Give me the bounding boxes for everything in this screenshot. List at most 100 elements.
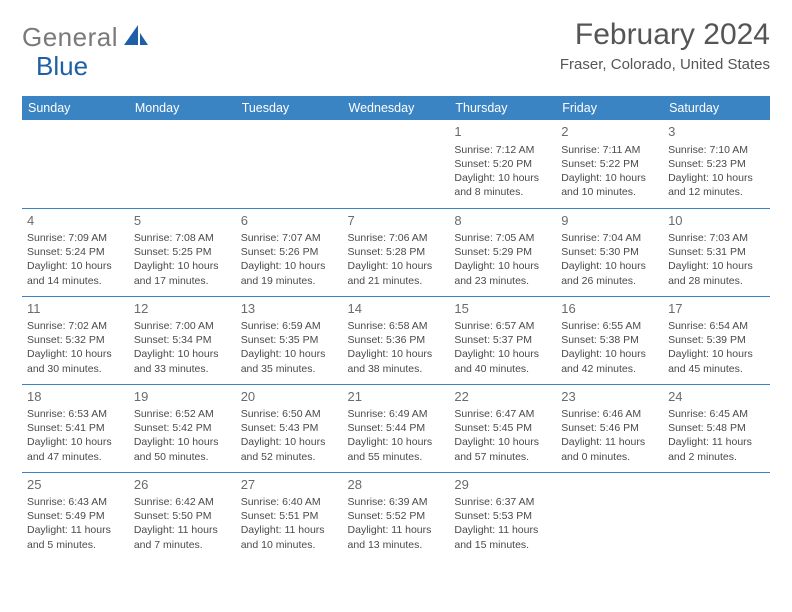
calendar-day-cell: 24Sunrise: 6:45 AMSunset: 5:48 PMDayligh… (663, 384, 770, 472)
daylight-text: Daylight: 11 hours (27, 523, 124, 537)
calendar-day-cell: 9Sunrise: 7:04 AMSunset: 5:30 PMDaylight… (556, 208, 663, 296)
daylight-text: and 57 minutes. (454, 450, 551, 464)
daylight-text: and 10 minutes. (561, 185, 658, 199)
daylight-text: Daylight: 10 hours (27, 435, 124, 449)
calendar-day-cell: 16Sunrise: 6:55 AMSunset: 5:38 PMDayligh… (556, 296, 663, 384)
sunrise-text: Sunrise: 6:50 AM (241, 407, 338, 421)
calendar-day-cell: 10Sunrise: 7:03 AMSunset: 5:31 PMDayligh… (663, 208, 770, 296)
calendar-day-cell: 11Sunrise: 7:02 AMSunset: 5:32 PMDayligh… (22, 296, 129, 384)
sunset-text: Sunset: 5:31 PM (668, 245, 765, 259)
day-number: 8 (454, 212, 551, 230)
calendar-body: 1Sunrise: 7:12 AMSunset: 5:20 PMDaylight… (22, 120, 770, 560)
calendar-day-cell: 27Sunrise: 6:40 AMSunset: 5:51 PMDayligh… (236, 472, 343, 560)
logo-sail-icon (124, 23, 150, 52)
calendar-empty-cell (22, 120, 129, 208)
logo-text-general: General (22, 22, 118, 53)
daylight-text: and 55 minutes. (348, 450, 445, 464)
month-title: February 2024 (560, 18, 770, 52)
sunset-text: Sunset: 5:28 PM (348, 245, 445, 259)
daylight-text: and 12 minutes. (668, 185, 765, 199)
calendar-day-cell: 23Sunrise: 6:46 AMSunset: 5:46 PMDayligh… (556, 384, 663, 472)
day-number: 28 (348, 476, 445, 494)
daylight-text: Daylight: 10 hours (668, 347, 765, 361)
calendar-day-cell: 6Sunrise: 7:07 AMSunset: 5:26 PMDaylight… (236, 208, 343, 296)
day-number: 5 (134, 212, 231, 230)
day-number: 14 (348, 300, 445, 318)
calendar-day-cell: 15Sunrise: 6:57 AMSunset: 5:37 PMDayligh… (449, 296, 556, 384)
sunrise-text: Sunrise: 6:55 AM (561, 319, 658, 333)
sunrise-text: Sunrise: 7:09 AM (27, 231, 124, 245)
sunrise-text: Sunrise: 7:06 AM (348, 231, 445, 245)
sunrise-text: Sunrise: 6:40 AM (241, 495, 338, 509)
calendar-day-cell: 29Sunrise: 6:37 AMSunset: 5:53 PMDayligh… (449, 472, 556, 560)
sunset-text: Sunset: 5:41 PM (27, 421, 124, 435)
daylight-text: and 42 minutes. (561, 362, 658, 376)
daylight-text: and 13 minutes. (348, 538, 445, 552)
sunrise-text: Sunrise: 7:05 AM (454, 231, 551, 245)
sunrise-text: Sunrise: 7:10 AM (668, 143, 765, 157)
sunset-text: Sunset: 5:50 PM (134, 509, 231, 523)
day-number: 22 (454, 388, 551, 406)
day-number: 7 (348, 212, 445, 230)
calendar-week-row: 25Sunrise: 6:43 AMSunset: 5:49 PMDayligh… (22, 472, 770, 560)
sunset-text: Sunset: 5:34 PM (134, 333, 231, 347)
weekday-header: Tuesday (236, 96, 343, 120)
day-number: 1 (454, 123, 551, 141)
daylight-text: Daylight: 11 hours (561, 435, 658, 449)
calendar-empty-cell (663, 472, 770, 560)
title-block: February 2024 Fraser, Colorado, United S… (560, 18, 770, 73)
day-number: 9 (561, 212, 658, 230)
daylight-text: and 23 minutes. (454, 274, 551, 288)
calendar-day-cell: 20Sunrise: 6:50 AMSunset: 5:43 PMDayligh… (236, 384, 343, 472)
daylight-text: and 50 minutes. (134, 450, 231, 464)
sunset-text: Sunset: 5:43 PM (241, 421, 338, 435)
daylight-text: Daylight: 11 hours (241, 523, 338, 537)
brand-logo: General (22, 18, 152, 53)
sunrise-text: Sunrise: 6:42 AM (134, 495, 231, 509)
weekday-header: Monday (129, 96, 236, 120)
day-number: 19 (134, 388, 231, 406)
sunrise-text: Sunrise: 7:02 AM (27, 319, 124, 333)
daylight-text: Daylight: 10 hours (454, 259, 551, 273)
calendar-week-row: 1Sunrise: 7:12 AMSunset: 5:20 PMDaylight… (22, 120, 770, 208)
daylight-text: and 15 minutes. (454, 538, 551, 552)
sunset-text: Sunset: 5:53 PM (454, 509, 551, 523)
daylight-text: and 7 minutes. (134, 538, 231, 552)
sunset-text: Sunset: 5:26 PM (241, 245, 338, 259)
weekday-header: Thursday (449, 96, 556, 120)
sunrise-text: Sunrise: 7:12 AM (454, 143, 551, 157)
sunset-text: Sunset: 5:46 PM (561, 421, 658, 435)
sunset-text: Sunset: 5:24 PM (27, 245, 124, 259)
daylight-text: and 35 minutes. (241, 362, 338, 376)
daylight-text: Daylight: 10 hours (134, 259, 231, 273)
calendar-day-cell: 12Sunrise: 7:00 AMSunset: 5:34 PMDayligh… (129, 296, 236, 384)
sunrise-text: Sunrise: 7:08 AM (134, 231, 231, 245)
sunrise-text: Sunrise: 6:57 AM (454, 319, 551, 333)
daylight-text: Daylight: 10 hours (454, 435, 551, 449)
sunset-text: Sunset: 5:32 PM (27, 333, 124, 347)
day-number: 11 (27, 300, 124, 318)
calendar-day-cell: 19Sunrise: 6:52 AMSunset: 5:42 PMDayligh… (129, 384, 236, 472)
sunrise-text: Sunrise: 6:58 AM (348, 319, 445, 333)
calendar-day-cell: 17Sunrise: 6:54 AMSunset: 5:39 PMDayligh… (663, 296, 770, 384)
calendar-empty-cell (343, 120, 450, 208)
day-number: 15 (454, 300, 551, 318)
sunset-text: Sunset: 5:48 PM (668, 421, 765, 435)
daylight-text: and 8 minutes. (454, 185, 551, 199)
daylight-text: Daylight: 10 hours (561, 171, 658, 185)
sunrise-text: Sunrise: 7:11 AM (561, 143, 658, 157)
sunset-text: Sunset: 5:23 PM (668, 157, 765, 171)
sunrise-text: Sunrise: 6:43 AM (27, 495, 124, 509)
daylight-text: and 38 minutes. (348, 362, 445, 376)
weekday-header-row: Sunday Monday Tuesday Wednesday Thursday… (22, 96, 770, 120)
sunset-text: Sunset: 5:39 PM (668, 333, 765, 347)
daylight-text: and 19 minutes. (241, 274, 338, 288)
sunrise-text: Sunrise: 6:37 AM (454, 495, 551, 509)
sunset-text: Sunset: 5:25 PM (134, 245, 231, 259)
calendar-day-cell: 13Sunrise: 6:59 AMSunset: 5:35 PMDayligh… (236, 296, 343, 384)
sunset-text: Sunset: 5:37 PM (454, 333, 551, 347)
logo-text-blue: Blue (36, 51, 88, 81)
sunset-text: Sunset: 5:36 PM (348, 333, 445, 347)
daylight-text: and 2 minutes. (668, 450, 765, 464)
day-number: 20 (241, 388, 338, 406)
